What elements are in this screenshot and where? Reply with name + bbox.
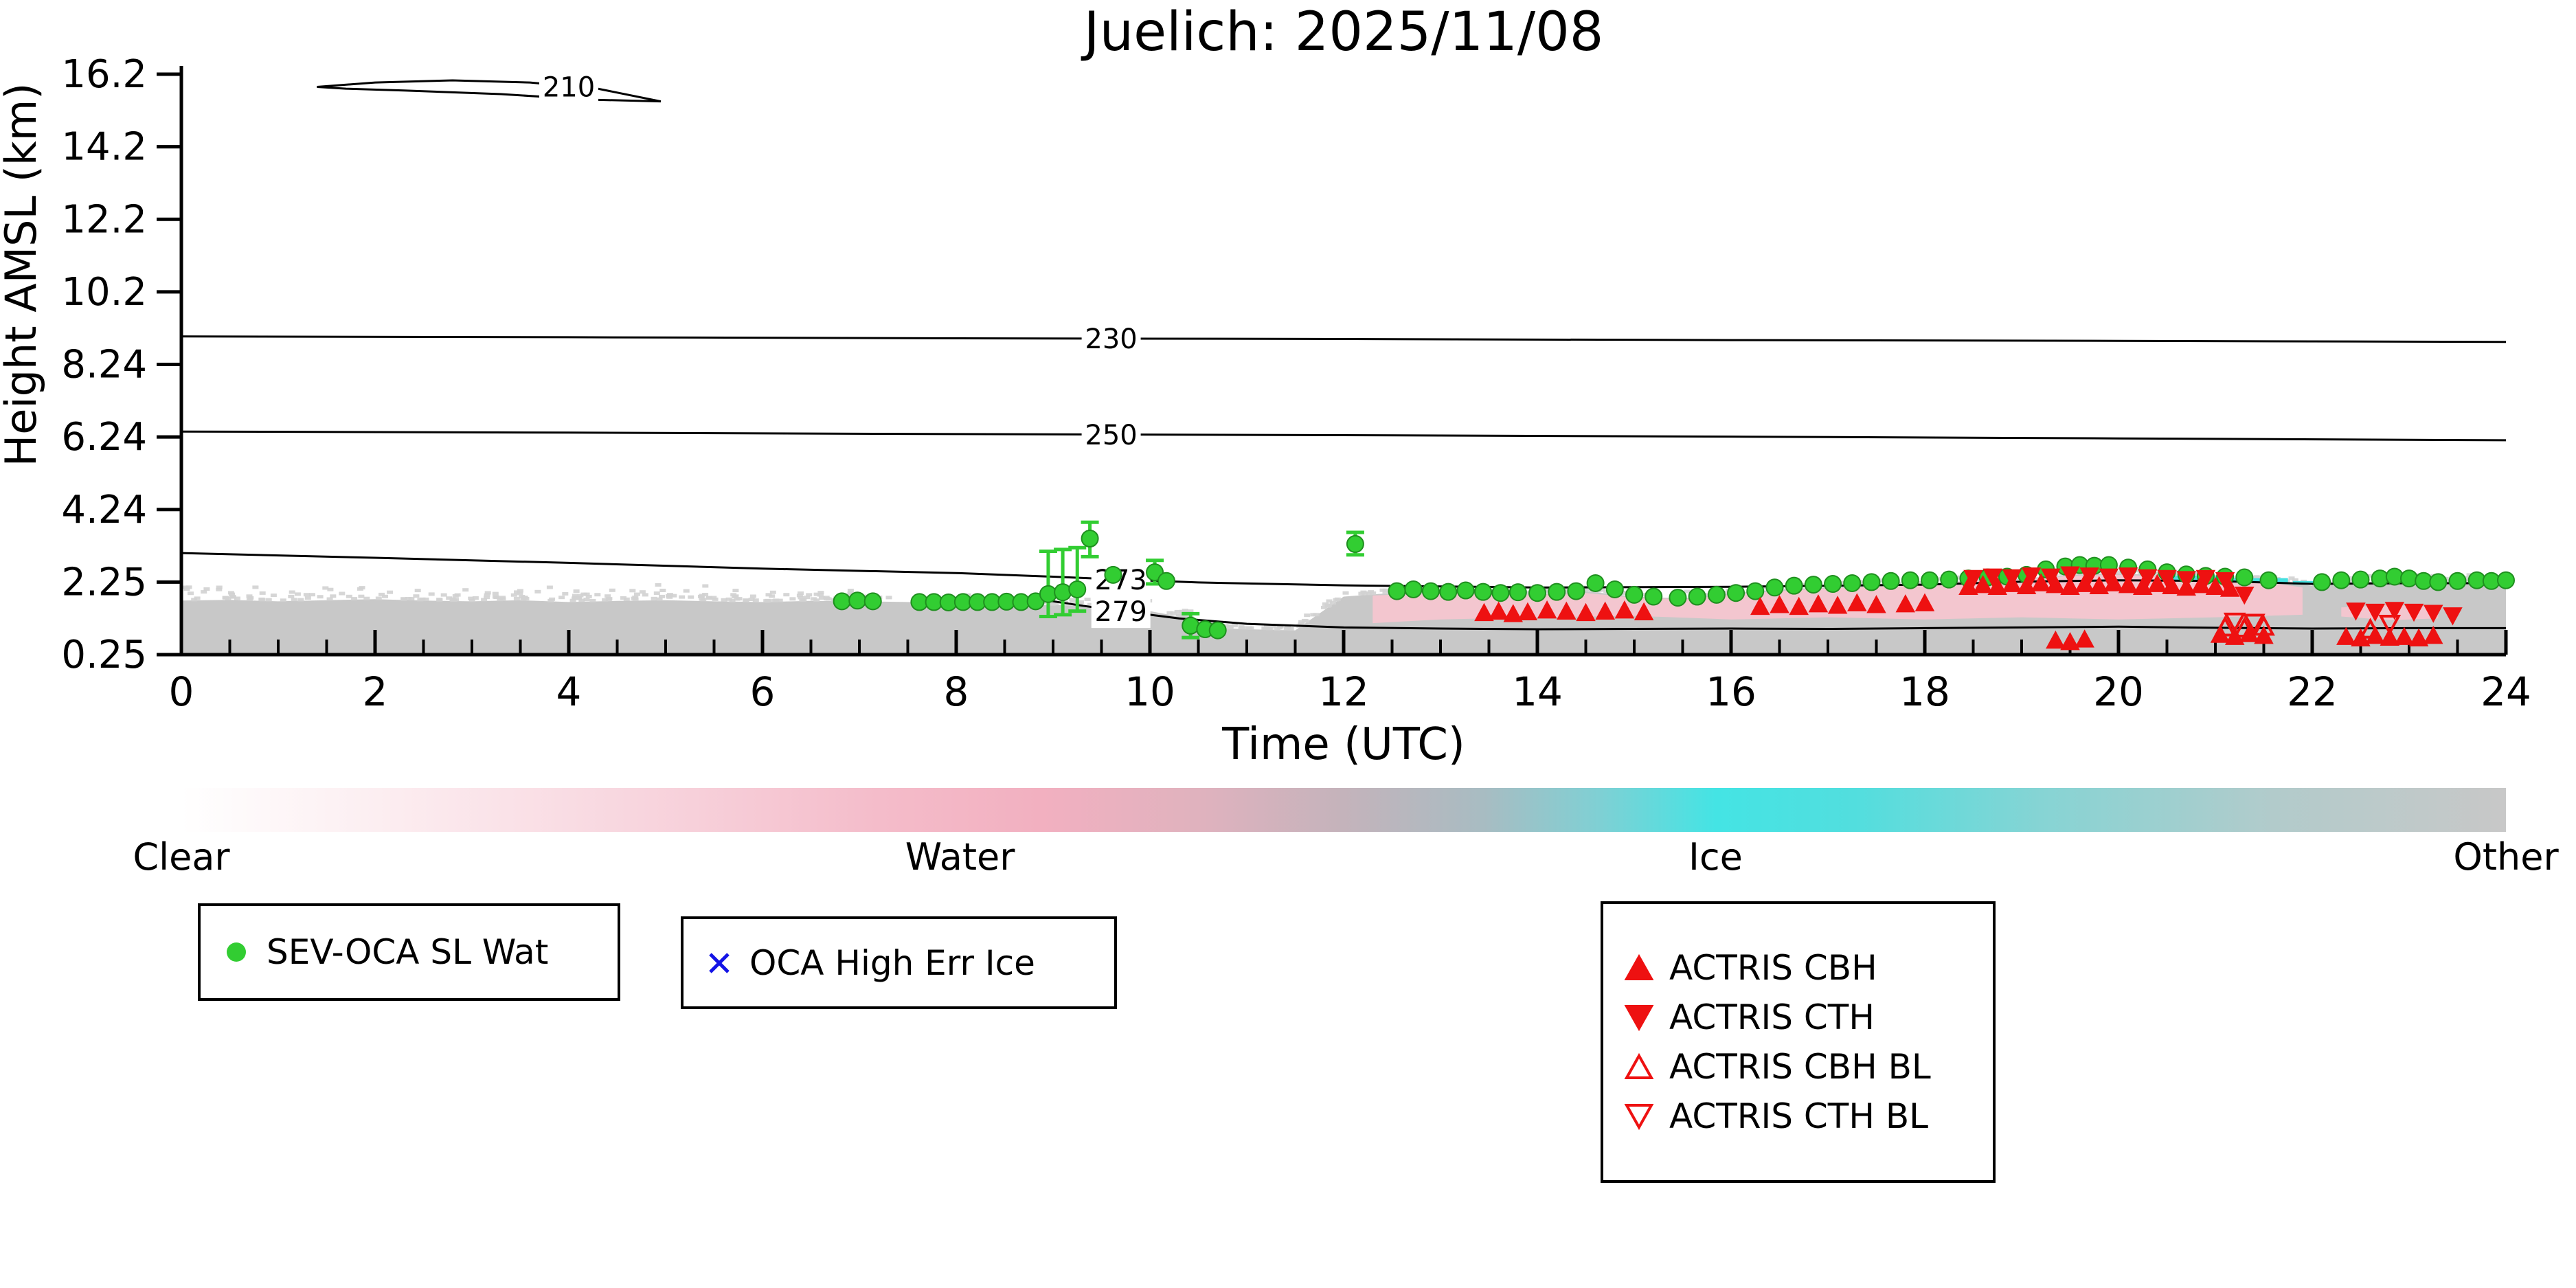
- svg-text:230: 230: [1085, 324, 1137, 355]
- svg-text:14: 14: [1512, 668, 1563, 715]
- category-colorbar: [181, 788, 2506, 832]
- triangle-up-icon: [1624, 953, 1654, 980]
- series-actris-cbh: [1474, 573, 2443, 651]
- legend-entry-label: ACTRIS CBH BL: [1669, 1047, 1931, 1087]
- legend-entry: ACTRIS CTH: [1624, 997, 1972, 1037]
- svg-text:24: 24: [2481, 668, 2531, 715]
- legend-entry: ACTRIS CBH BL: [1624, 1047, 1972, 1087]
- svg-text:18: 18: [1899, 668, 1950, 715]
- svg-text:0.25: 0.25: [61, 633, 147, 677]
- svg-text:20: 20: [2093, 668, 2144, 715]
- legend-entry-label: ACTRIS CTH: [1669, 997, 1875, 1037]
- svg-text:4: 4: [556, 668, 582, 715]
- x-axis-label: Time (UTC): [1221, 719, 1465, 770]
- legend-actris: ACTRIS CBH ACTRIS CTH ACTRIS CBH BL ACTRIS …: [1601, 901, 1996, 1183]
- svg-text:6.24: 6.24: [61, 415, 147, 460]
- triangle-down-icon: [1624, 1104, 1654, 1131]
- svg-text:10: 10: [1125, 668, 1175, 715]
- svg-text:250: 250: [1085, 420, 1137, 451]
- circle-icon: [227, 942, 246, 962]
- legend-entry: ACTRIS CTH BL: [1624, 1096, 1972, 1136]
- svg-text:16.2: 16.2: [61, 52, 147, 97]
- svg-text:6: 6: [750, 668, 776, 715]
- series-sev-oca-sl-wat: [833, 520, 2515, 640]
- svg-text:14.2: 14.2: [61, 125, 147, 170]
- svg-text:2: 2: [363, 668, 388, 715]
- colorbar-label-clear: Clear: [133, 835, 230, 879]
- svg-text:8: 8: [944, 668, 969, 715]
- legend-entry-label: ACTRIS CBH: [1669, 948, 1877, 988]
- legend-entry: SEV-OCA SL Wat: [221, 932, 597, 972]
- svg-text:0: 0: [169, 668, 194, 715]
- svg-text:12.2: 12.2: [61, 197, 147, 242]
- chart-title: Juelich: 2025/11/08: [1083, 1, 1604, 63]
- legend-entry: OCA High Err Ice: [704, 943, 1094, 983]
- svg-text:4.24: 4.24: [61, 488, 147, 532]
- svg-text:16: 16: [1706, 668, 1756, 715]
- colorbar-label-water: Water: [905, 835, 1015, 879]
- legend-entry-label: SEV-OCA SL Wat: [267, 932, 549, 972]
- legend-entry: ACTRIS CBH: [1624, 948, 1972, 988]
- colorbar-label-ice: Ice: [1688, 835, 1743, 879]
- svg-text:210: 210: [543, 71, 595, 103]
- svg-text:12: 12: [1318, 668, 1369, 715]
- triangle-down-icon: [1624, 1005, 1654, 1032]
- series-actris-cth-bl: [2223, 612, 2402, 636]
- legend-entry-label: OCA High Err Ice: [749, 942, 1035, 983]
- legend-sev-oca: SEV-OCA SL Wat: [198, 903, 620, 1001]
- y-axis-label: Height AMSL (km): [0, 83, 46, 467]
- legend-oca-high-err: OCA High Err Ice: [681, 916, 1117, 1009]
- svg-text:8.24: 8.24: [61, 343, 147, 387]
- colorbar-label-other: Other: [2453, 835, 2559, 879]
- time-height-chart: 2102302502732790.252.254.246.248.2410.21…: [0, 52, 2531, 770]
- svg-text:2.25: 2.25: [61, 560, 147, 605]
- x-icon: [709, 952, 730, 973]
- series-actris-cbh-bl: [2213, 615, 2382, 639]
- svg-text:10.2: 10.2: [61, 270, 147, 315]
- series-actris-cth: [1963, 566, 2463, 626]
- svg-text:279: 279: [1095, 596, 1147, 628]
- legend-entry-label: ACTRIS CTH BL: [1669, 1096, 1929, 1136]
- svg-text:22: 22: [2287, 668, 2338, 715]
- triangle-up-icon: [1624, 1052, 1654, 1079]
- svg-text:273: 273: [1095, 565, 1147, 596]
